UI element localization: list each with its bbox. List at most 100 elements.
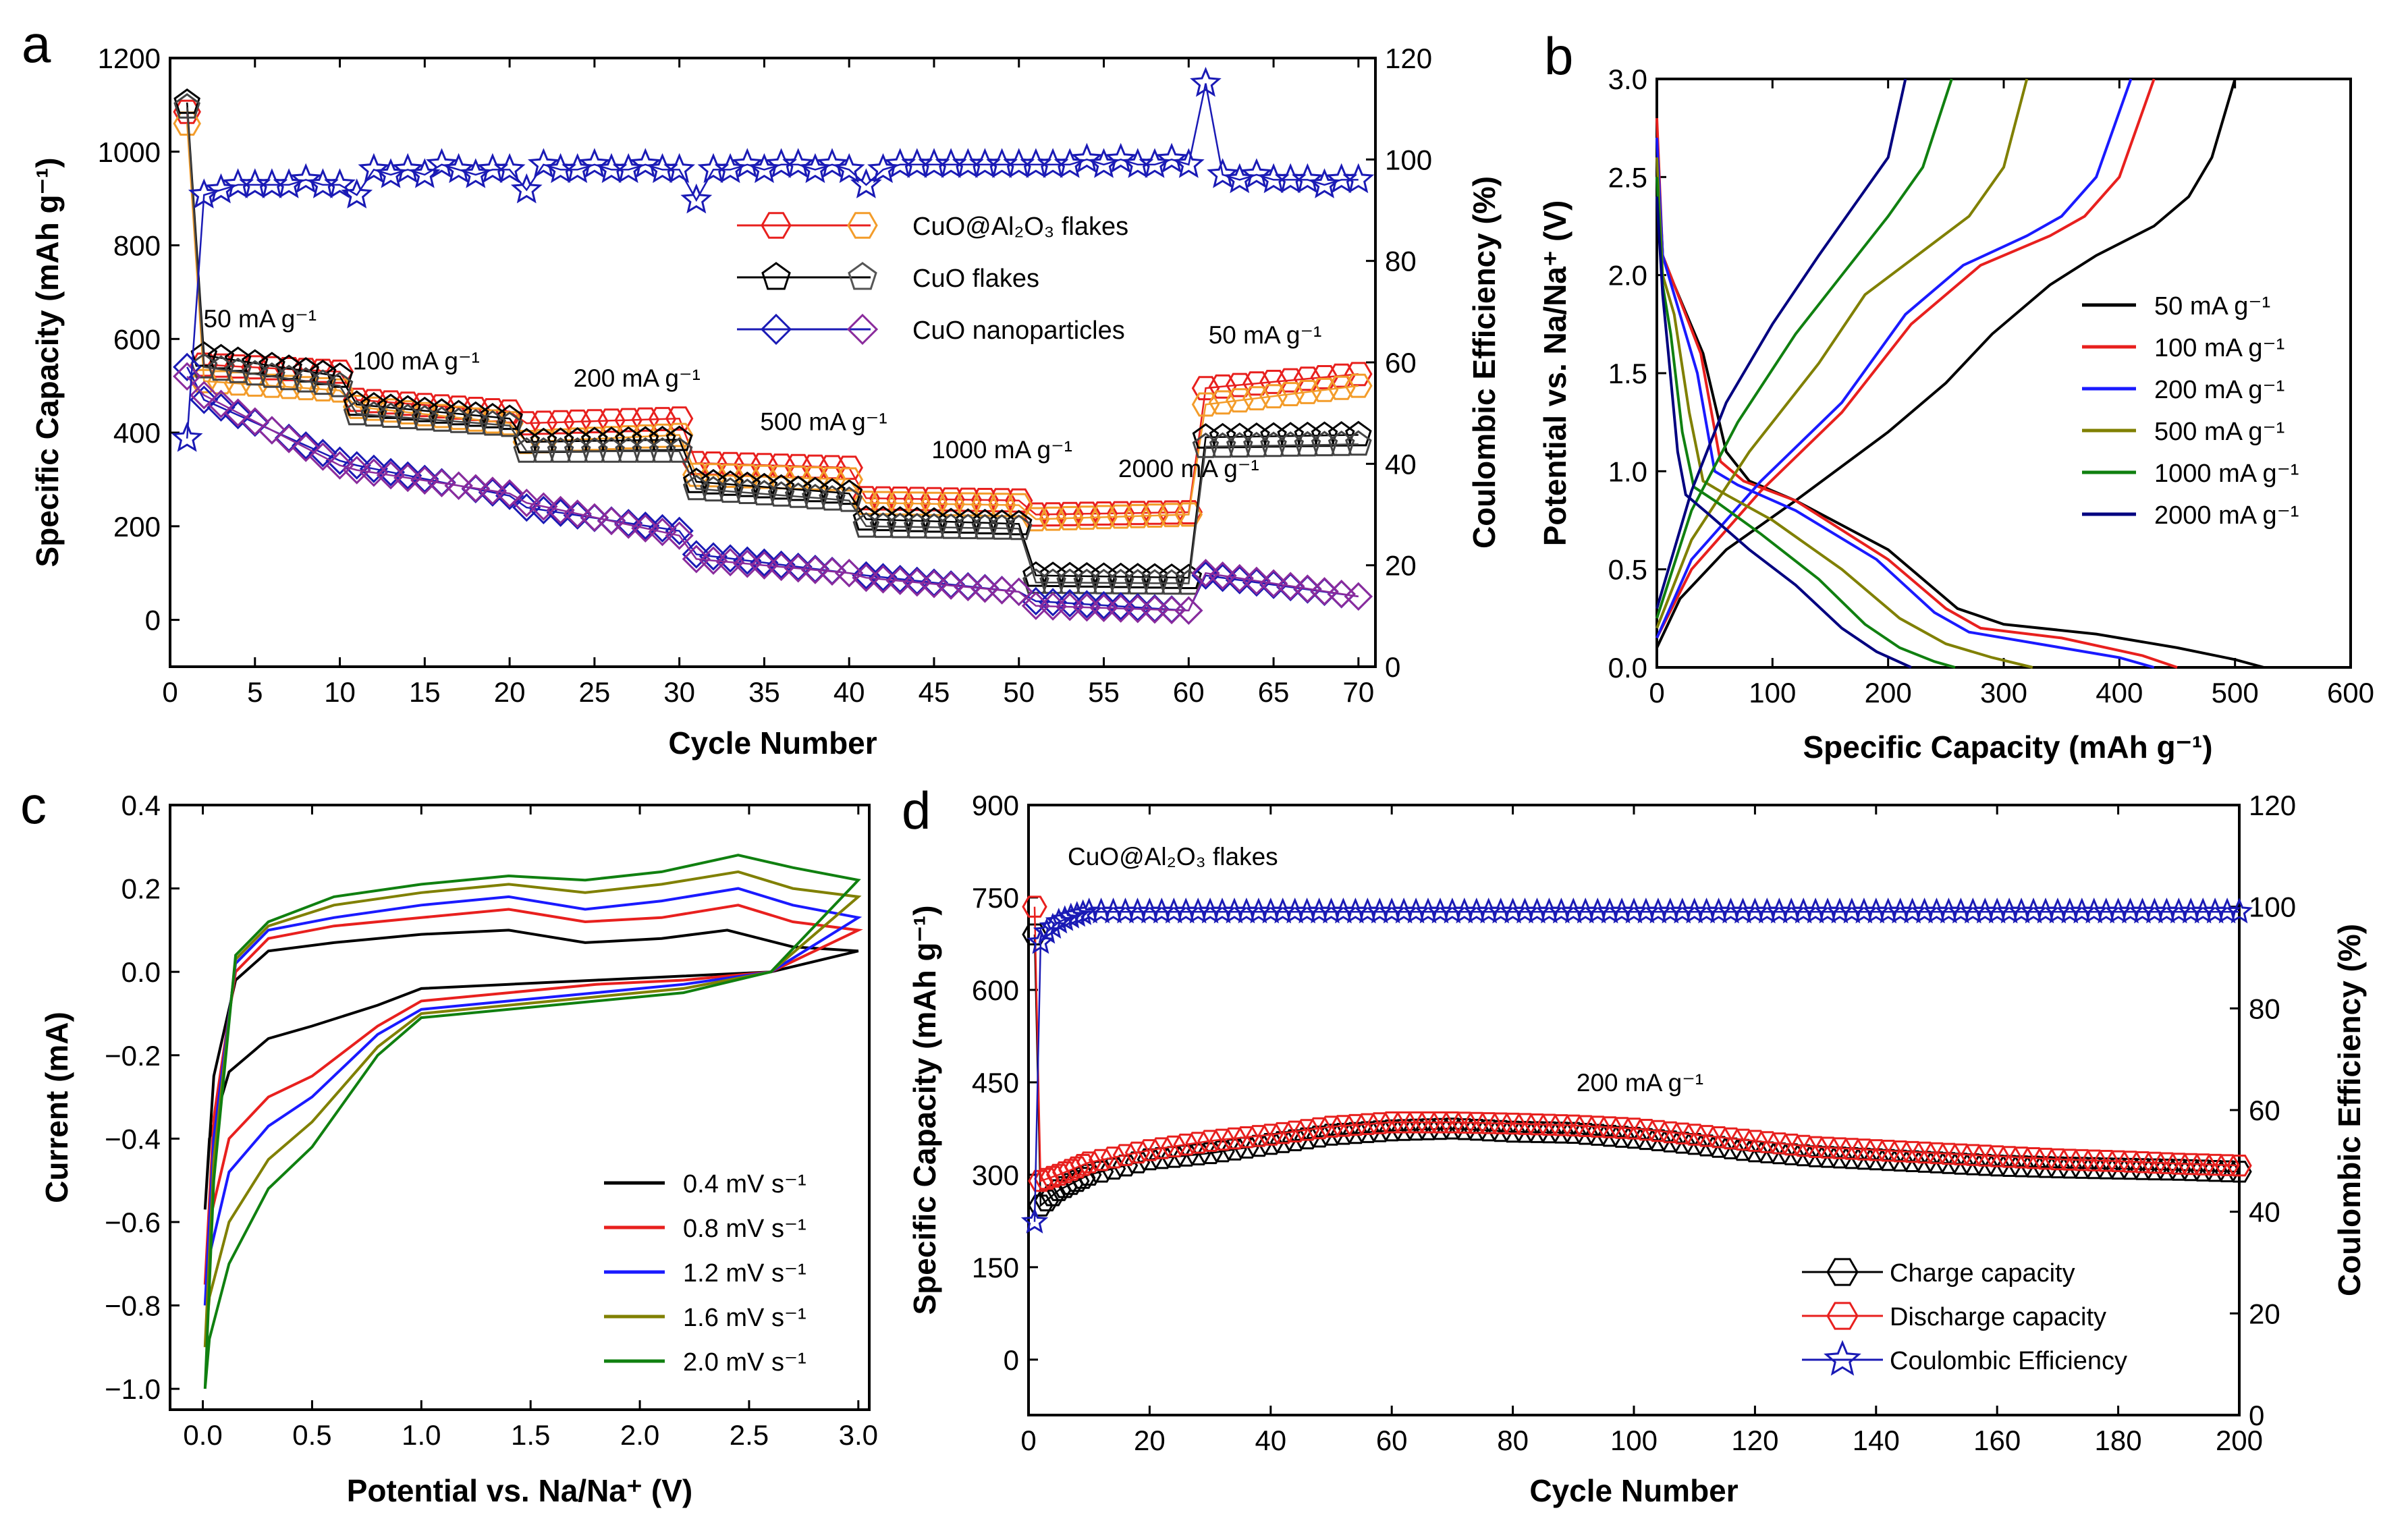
panel-a-point [988,514,1016,540]
panel-b-discharge-curve [1655,177,1956,669]
panel-a-y2-tick-label: 20 [1385,550,1417,582]
panel-label-b: b [1544,26,1573,86]
panel-d-point [1548,897,1575,924]
panel-c-y-tick-label: −0.8 [105,1290,161,1322]
panel-d-point [1523,897,1551,924]
panel-d-y-tick-label: 150 [972,1252,1019,1283]
panel-d-point [1923,897,1950,924]
panel-a-ce-point [1240,158,1273,188]
panel-a-point [1192,433,1220,458]
panel-d-point [2226,1161,2252,1183]
panel-a-point [580,503,609,532]
panel-c-y-label: Current (mA) [39,1012,74,1203]
panel-a-point [173,362,202,391]
panel-a-point [547,437,574,463]
panel-a-rate-capability: 0 5 10 15 20 25 30 35 40 45 50 55 60 65 70020040060080… [30,43,1502,761]
panel-d-point [1983,897,2011,924]
panel-d-point [1305,897,1333,924]
panel-d-x-tick-label: 180 [2095,1425,2142,1456]
panel-a-legend-marker [761,212,792,239]
panel-a-point [631,514,660,543]
panel-b-legend-label: 50 mA g⁻¹ [2154,292,2270,321]
panel-a-data [171,66,1375,625]
panel-d-point [1257,897,1284,924]
panel-d-point [1535,897,1563,924]
panel-a-point [1174,596,1203,625]
panel-b-axes: 0 100 200 300 400 500 600 0.0 0.5 1.0 1.5 2.0 2.5 3.0 [1608,63,2374,709]
panel-a-point [886,512,914,538]
panel-d-data [1020,895,2253,1234]
panel-a-x-tick-label: 30 [663,676,695,708]
panel-a-point [733,546,762,575]
panel-a-point [852,505,880,531]
panel-a-y2-tick-label: 60 [1385,347,1417,379]
panel-a-y-label: Specific Capacity (mAh g⁻¹) [30,157,65,567]
panel-c-cv-curve [203,854,861,1389]
panel-a-point [1107,562,1134,588]
panel-d-point [1220,897,1249,924]
panel-a-rate-annotation: 1000 mA g⁻¹ [931,436,1072,464]
panel-a-x-tick-label: 5 [247,676,263,708]
panel-a-point [564,437,591,463]
panel-b-legend: 50 mA g⁻¹ 100 mA g⁻¹ 200 mA g⁻¹ 500 mA g⁻¹ 1… [2082,292,2299,530]
panel-a-point [920,487,948,512]
panel-a-ce-point [391,153,424,184]
panel-d-point [1244,897,1273,924]
panel-d-point [1390,897,1418,924]
panel-a-point [1294,421,1321,447]
panel-b-legend-label: 200 mA g⁻¹ [2154,376,2284,404]
panel-a-point [750,551,779,580]
panel-d-series-line [1033,906,2240,1182]
panel-a-x-tick-label: 40 [833,676,865,708]
panel-d-x-tick-label: 100 [1610,1425,1658,1456]
panel-a-y-tick-label: 200 [113,511,161,543]
panel-a-point [1005,509,1033,536]
panel-d-point [1644,897,1672,924]
panel-d-point [2201,897,2229,924]
panel-d-point [1753,897,1781,924]
panel-a-point [649,437,676,463]
panel-a-ce-point [324,168,356,198]
panel-a-point [869,505,897,532]
panel-c-legend-label: 0.8 mV s⁻¹ [683,1215,806,1243]
panel-d-x-tick-label: 60 [1376,1425,1408,1456]
panel-d-point [2226,1155,2252,1177]
panel-a-point [598,437,625,463]
panel-b-legend-label: 500 mA g⁻¹ [2154,418,2284,446]
panel-a-point [615,437,642,463]
panel-a-point [1226,432,1253,458]
panel-d-point [1022,895,1047,918]
panel-a-y-tick-label: 800 [113,230,161,262]
panel-d-x-tick-label: 200 [2216,1425,2263,1456]
panel-a-series-line [186,107,1359,584]
panel-a-point [970,488,1000,512]
panel-d-point [1620,897,1648,924]
panel-a-point [632,437,659,463]
panel-d-point [1487,897,1514,924]
panel-a-point [1208,561,1237,590]
panel-a-ce-point [833,153,865,184]
panel-a-point [495,479,524,508]
panel-d-point [1040,1165,1066,1188]
panel-a-ce-point [1070,142,1103,173]
panel-a-rate-annotation: 200 mA g⁻¹ [574,364,701,392]
panel-a-point [869,486,898,511]
panel-d-point [1874,897,1902,924]
panel-a-point [1073,568,1101,595]
panel-a-point [902,568,931,597]
panel-a-point [869,512,897,538]
panel-c-cv-curve [203,887,863,1306]
panel-a-point [835,559,864,588]
panel-b-x-label: Specific Capacity (mAh g⁻¹) [1803,729,2212,765]
panel-a-point [682,545,711,574]
panel-d-y2-tick-label: 0 [2249,1400,2264,1431]
panel-d-point [1052,1161,1078,1184]
panel-a-point [1158,569,1185,595]
panel-a-point [207,389,236,418]
panel-a-series-line [186,111,1359,516]
panel-a-point [529,492,558,521]
panel-b-charge-curve [1655,78,2237,648]
panel-a-point [1345,430,1372,456]
panel-a-point [885,487,914,511]
panel-a-point [852,561,881,590]
